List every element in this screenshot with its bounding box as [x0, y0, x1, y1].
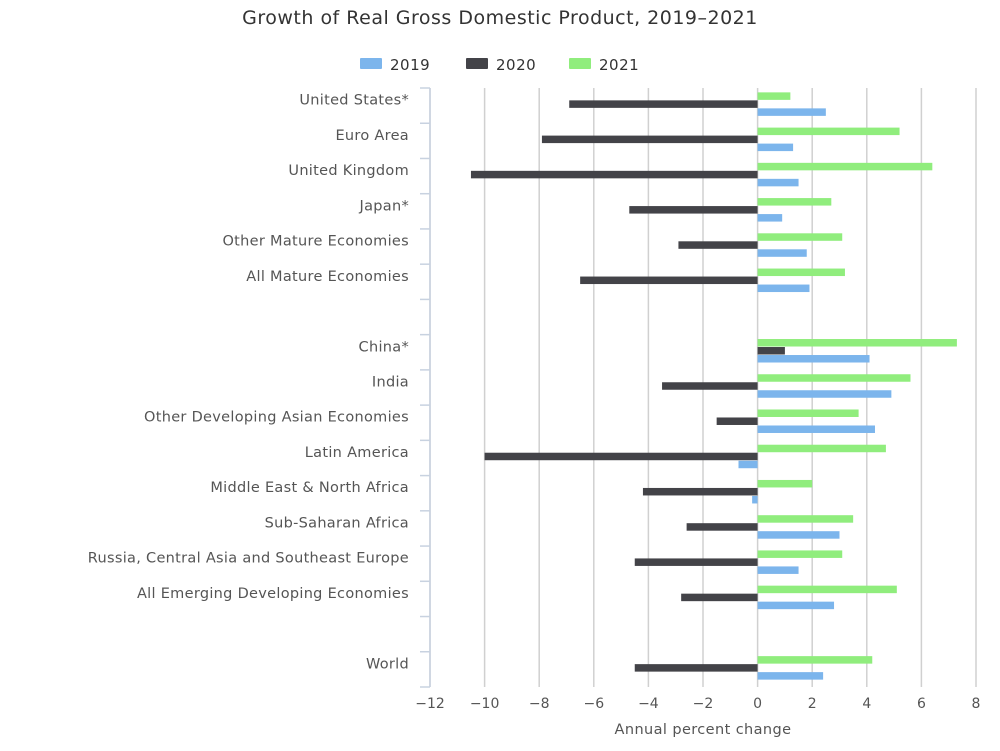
bar-2019[interactable]	[757, 178, 799, 187]
bar-2019[interactable]	[757, 214, 783, 222]
bar-2021[interactable]	[757, 233, 843, 241]
bar-2020[interactable]	[580, 276, 758, 285]
bar-2021[interactable]	[757, 550, 843, 558]
category-label: Other Mature Economies	[222, 234, 409, 250]
bar-2021[interactable]	[757, 585, 897, 594]
bar-2020[interactable]	[569, 100, 758, 108]
bar-2021[interactable]	[757, 479, 813, 488]
bar-2019[interactable]	[757, 143, 794, 152]
bar-2021[interactable]	[757, 656, 873, 664]
bar-2020[interactable]	[484, 452, 758, 461]
category-label: China*	[359, 339, 409, 355]
bar-2019[interactable]	[757, 108, 826, 116]
bar-2020[interactable]	[642, 487, 758, 496]
bar-2021[interactable]	[757, 409, 859, 417]
x-tick-label: −6	[583, 696, 604, 712]
bar-2020[interactable]	[662, 382, 758, 390]
legend-label-2019[interactable]: 2019	[390, 56, 430, 74]
bar-2020[interactable]	[634, 664, 758, 672]
bar-2020[interactable]	[678, 241, 758, 249]
bar-2019[interactable]	[757, 284, 810, 293]
legend-swatch-2019[interactable]	[360, 58, 382, 69]
bar-2020[interactable]	[681, 593, 758, 602]
bar-2019[interactable]	[757, 531, 840, 539]
x-tick-label: 0	[753, 696, 762, 712]
x-tick-label: −4	[638, 696, 659, 712]
category-label: United States*	[299, 93, 409, 109]
bar-2021[interactable]	[757, 92, 791, 100]
category-label: India	[372, 375, 409, 391]
category-label: All Emerging Developing Economies	[137, 586, 409, 602]
category-label: Russia, Central Asia and Southeast Europ…	[88, 551, 409, 567]
x-tick-label: 4	[862, 696, 871, 712]
bar-2019[interactable]	[738, 460, 758, 469]
x-tick-label: 2	[808, 696, 817, 712]
legend-swatch-2021[interactable]	[569, 58, 591, 69]
bar-2020[interactable]	[716, 417, 758, 425]
bar-2019[interactable]	[757, 601, 835, 610]
bar-2021[interactable]	[757, 198, 832, 206]
category-label: Japan*	[359, 198, 410, 214]
x-tick-label: −10	[470, 696, 500, 712]
bar-2021[interactable]	[757, 444, 886, 453]
chart-title: Growth of Real Gross Domestic Product, 2…	[242, 7, 758, 29]
x-tick-label: 8	[972, 696, 981, 712]
bar-2020[interactable]	[634, 558, 758, 566]
x-tick-label: 6	[917, 696, 926, 712]
bar-2021[interactable]	[757, 127, 900, 136]
bar-2019[interactable]	[757, 566, 799, 574]
bar-2019[interactable]	[757, 390, 892, 398]
x-axis-title: Annual percent change	[615, 722, 792, 738]
x-tick-label: −8	[529, 696, 550, 712]
category-label: Other Developing Asian Economies	[144, 410, 409, 426]
legend-label-2020[interactable]: 2020	[496, 56, 536, 74]
bars	[470, 92, 957, 680]
bar-2019[interactable]	[752, 495, 758, 504]
bar-2021[interactable]	[757, 515, 854, 523]
bar-2019[interactable]	[757, 249, 807, 257]
category-label: Sub-Saharan Africa	[265, 515, 409, 531]
bar-2019[interactable]	[757, 355, 870, 363]
category-label: United Kingdom	[288, 163, 409, 179]
legend: 2019 2020 2021	[360, 56, 639, 74]
bar-2021[interactable]	[757, 162, 933, 171]
x-tick-label: −2	[693, 696, 714, 712]
bar-2020[interactable]	[757, 347, 785, 355]
bar-2020[interactable]	[470, 170, 758, 179]
bar-2020[interactable]	[629, 206, 758, 214]
bar-2020[interactable]	[541, 135, 758, 144]
category-label: Middle East & North Africa	[210, 480, 409, 496]
category-label: All Mature Economies	[246, 269, 409, 285]
bar-2020[interactable]	[686, 523, 758, 531]
category-labels: United States* Euro Area United Kingdom Jap…	[88, 93, 409, 673]
legend-swatch-2020[interactable]	[466, 58, 488, 69]
category-label: Latin America	[305, 445, 409, 461]
bar-2021[interactable]	[757, 268, 845, 277]
legend-label-2021[interactable]: 2021	[599, 56, 639, 74]
category-label: World	[366, 656, 409, 672]
bar-2021[interactable]	[757, 374, 911, 382]
x-axis: −12 −10 −8 −6 −4 −2 0 2 4 6 8	[415, 87, 981, 712]
x-tick-label: −12	[415, 696, 445, 712]
category-label: Euro Area	[335, 128, 409, 144]
bar-2019[interactable]	[757, 672, 824, 680]
bar-2019[interactable]	[757, 425, 875, 433]
bar-2021[interactable]	[757, 339, 957, 347]
